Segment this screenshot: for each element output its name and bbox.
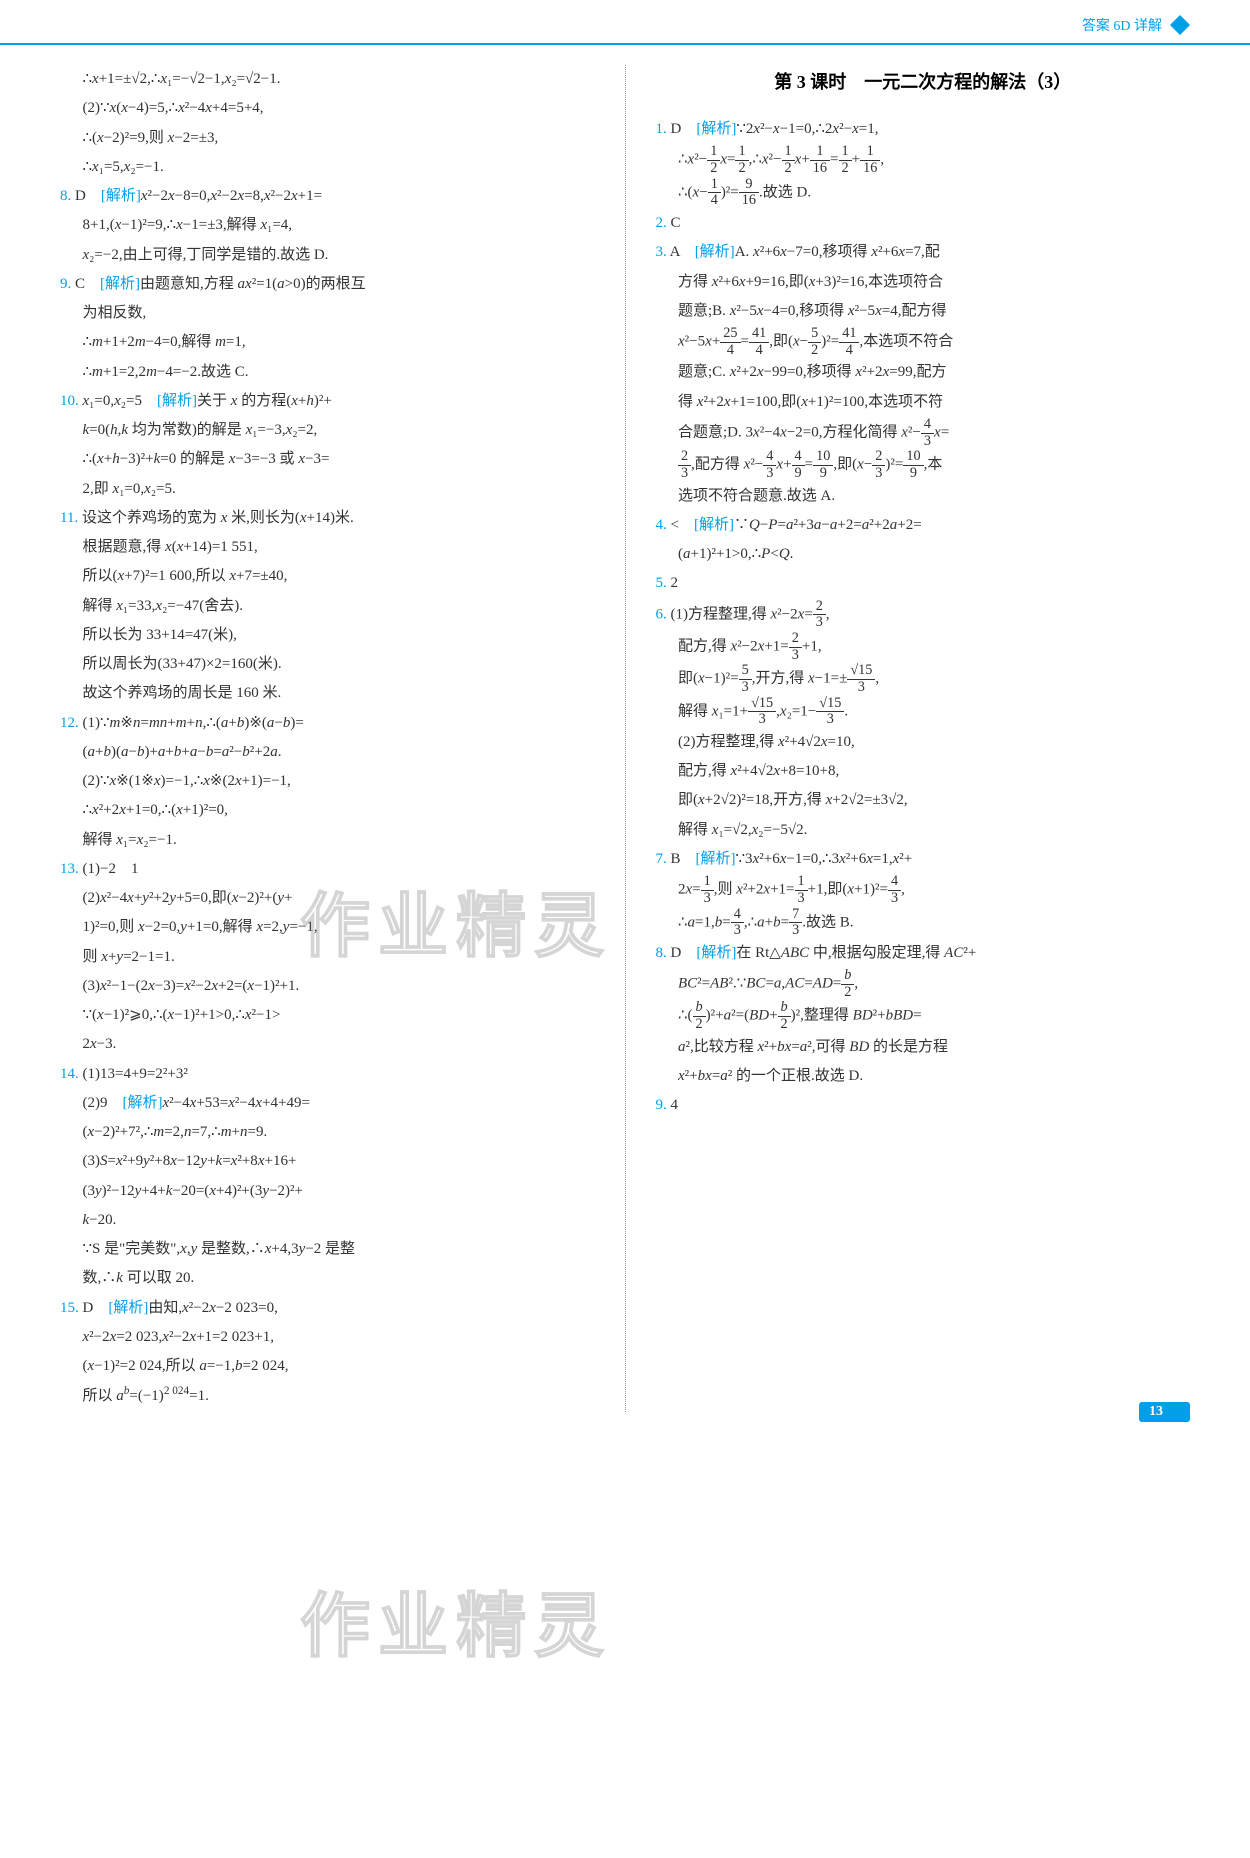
text-line: (x−2)²+7²,∴m=2,n=7,∴m+n=9. — [60, 1118, 595, 1147]
page-number: 13 — [1139, 1402, 1190, 1422]
left-column: ∴x+1=±√2,∴x₁=−√2−1,x₂=√2−1. (2)∵x(x−4)=5… — [60, 65, 595, 1412]
text-line: 3. A [解析]A. x²+6x−7=0,移项得 x²+6x=7,配 — [656, 238, 1191, 267]
text-line: ∴m+1=2,2m−4=−2.故选 C. — [60, 358, 595, 387]
watermark: 作业精灵 — [300, 1570, 612, 1671]
text-line: 解得 x₁=√2,x₂=−5√2. — [656, 816, 1191, 845]
text-line: ∴(x−14)²=916.故选 D. — [656, 177, 1191, 209]
text-line: ∴x+1=±√2,∴x₁=−√2−1,x₂=√2−1. — [60, 65, 595, 94]
text-line: 为相反数, — [60, 299, 595, 328]
text-line: 选项不符合题意.故选 A. — [656, 482, 1191, 511]
text-line: 7. B [解析]∵3x²+6x−1=0,∴3x²+6x=1,x²+ — [656, 845, 1191, 874]
header-icon — [1170, 15, 1190, 35]
text-line: 解得 x₁=33,x₂=−47(舍去). — [60, 592, 595, 621]
text-line: 23,配方得 x²−43x+49=109,即(x−23)²=109,本 — [656, 449, 1191, 481]
text-line: BC²=AB².∵BC=a,AC=AD=b2, — [656, 968, 1191, 1000]
text-line: (a+1)²+1>0,∴P<Q. — [656, 540, 1191, 569]
text-line: ∵S 是"完美数",x,y 是整数,∴x+4,3y−2 是整 — [60, 1235, 595, 1264]
text-line: 配方,得 x²−2x+1=23+1, — [656, 631, 1191, 663]
text-line: a²,比较方程 x²+bx=a²,可得 BD 的长是方程 — [656, 1033, 1191, 1062]
text-line: (3)x²−1−(2x−3)=x²−2x+2=(x−1)²+1. — [60, 972, 595, 1001]
text-line: 9. C [解析]由题意知,方程 ax²=1(a>0)的两根互 — [60, 270, 595, 299]
column-divider — [625, 65, 626, 1412]
text-line: (3)S=x²+9y²+8x−12y+k=x²+8x+16+ — [60, 1147, 595, 1176]
header-text: 答案 6D 详解 — [1082, 15, 1162, 35]
text-line: ∴x²+2x+1=0,∴(x+1)²=0, — [60, 796, 595, 825]
text-line: 所以周长为(33+47)×2=160(米). — [60, 650, 595, 679]
text-line: (2)方程整理,得 x²+4√2x=10, — [656, 728, 1191, 757]
text-line: 6. (1)方程整理,得 x²−2x=23, — [656, 599, 1191, 631]
text-line: (2)∵x(x−4)=5,∴x²−4x+4=5+4, — [60, 94, 595, 123]
text-line: k=0(h,k 均为常数)的解是 x₁=−3,x₂=2, — [60, 416, 595, 445]
text-line: 15. D [解析]由知,x²−2x−2 023=0, — [60, 1294, 595, 1323]
text-line: x²−2x=2 023,x²−2x+1=2 023+1, — [60, 1323, 595, 1352]
text-line: 数,∴k 可以取 20. — [60, 1264, 595, 1293]
text-line: 5. 2 — [656, 569, 1191, 598]
text-line: (2)x²−4x+y²+2y+5=0,即(x−2)²+(y+ — [60, 884, 595, 913]
text-line: ∵(x−1)²⩾0,∴(x−1)²+1>0,∴x²−1> — [60, 1001, 595, 1030]
text-line: ∴(x−2)²=9,则 x−2=±3, — [60, 124, 595, 153]
text-line: ∴a=1,b=43,∴a+b=73.故选 B. — [656, 907, 1191, 939]
text-line: (3y)²−12y+4+k−20=(x+4)²+(3y−2)²+ — [60, 1177, 595, 1206]
text-line: 题意;B. x²−5x−4=0,移项得 x²−5x=4,配方得 — [656, 297, 1191, 326]
text-line: 所以长为 33+14=47(米), — [60, 621, 595, 650]
house-icon — [1166, 1404, 1180, 1418]
text-line: 故这个养鸡场的周长是 160 米. — [60, 679, 595, 708]
text-line: ∴x²−12x=12,∴x²−12x+116=12+116, — [656, 144, 1191, 176]
text-line: 方得 x²+6x+9=16,即(x+3)²=16,本选项符合 — [656, 268, 1191, 297]
page-header: 答案 6D 详解 — [0, 0, 1250, 45]
text-line: 8. D [解析]在 Rt△ABC 中,根据勾股定理,得 AC²+ — [656, 939, 1191, 968]
text-line: 即(x−1)²=53,开方,得 x−1=±√153, — [656, 663, 1191, 695]
text-line: 4. < [解析]∵Q−P=a²+3a−a+2=a²+2a+2= — [656, 511, 1191, 540]
text-line: 9. 4 — [656, 1091, 1191, 1120]
text-line: 题意;C. x²+2x−99=0,移项得 x²+2x=99,配方 — [656, 358, 1191, 387]
text-line: ∴(b2)²+a²=(BD+b2)²,整理得 BD²+bBD= — [656, 1000, 1191, 1032]
text-line: x₂=−2,由上可得,丁同学是错的.故选 D. — [60, 241, 595, 270]
text-line: (2)∵x※(1※x)=−1,∴x※(2x+1)=−1, — [60, 767, 595, 796]
text-line: 配方,得 x²+4√2x+8=10+8, — [656, 757, 1191, 786]
text-line: 解得 x₁=1+√153,x₂=1−√153. — [656, 696, 1191, 728]
text-line: 合题意;D. 3x²−4x−2=0,方程化简得 x²−43x= — [656, 417, 1191, 449]
text-line: 根据题意,得 x(x+14)=1 551, — [60, 533, 595, 562]
page-number-text: 13 — [1149, 1404, 1163, 1419]
text-line: 8. D [解析]x²−2x−8=0,x²−2x=8,x²−2x+1= — [60, 182, 595, 211]
text-line: 得 x²+2x+1=100,即(x+1)²=100,本选项不符 — [656, 388, 1191, 417]
text-line: 所以(x+7)²=1 600,所以 x+7=±40, — [60, 562, 595, 591]
content-area: ∴x+1=±√2,∴x₁=−√2−1,x₂=√2−1. (2)∵x(x−4)=5… — [0, 65, 1250, 1442]
text-line: x²−5x+254=414,即(x−52)²=414,本选项不符合 — [656, 326, 1191, 358]
text-line: 1)²=0,则 x−2=0,y+1=0,解得 x=2,y=−1, — [60, 913, 595, 942]
text-line: 2x=13,则 x²+2x+1=13+1,即(x+1)²=43, — [656, 874, 1191, 906]
text-line: ∴x₁=5,x₂=−1. — [60, 153, 595, 182]
text-line: 8+1,(x−1)²=9,∴x−1=±3,解得 x₁=4, — [60, 211, 595, 240]
text-line: 2,即 x₁=0,x₂=5. — [60, 475, 595, 504]
text-line: (2)9 [解析]x²−4x+53=x²−4x+4+49= — [60, 1089, 595, 1118]
right-column: 第 3 课时 一元二次方程的解法（3） 1. D [解析]∵2x²−x−1=0,… — [656, 65, 1191, 1412]
text-line: 2. C — [656, 209, 1191, 238]
text-line: 10. x₁=0,x₂=5 [解析]关于 x 的方程(x+h)²+ — [60, 387, 595, 416]
text-line: 2x−3. — [60, 1030, 595, 1059]
text-line: ∴m+1+2m−4=0,解得 m=1, — [60, 328, 595, 357]
text-line: ∴(x+h−3)²+k=0 的解是 x−3=−3 或 x−3= — [60, 445, 595, 474]
text-line: 11. 设这个养鸡场的宽为 x 米,则长为(x+14)米. — [60, 504, 595, 533]
text-line: x²+bx=a² 的一个正根.故选 D. — [656, 1062, 1191, 1091]
text-line: 14. (1)13=4+9=2²+3² — [60, 1060, 595, 1089]
section-title: 第 3 课时 一元二次方程的解法（3） — [656, 65, 1191, 100]
text-line: 即(x+2√2)²=18,开方,得 x+2√2=±3√2, — [656, 786, 1191, 815]
text-line: 解得 x₁=x₂=−1. — [60, 826, 595, 855]
text-line: 12. (1)∵m※n=mn+m+n,∴(a+b)※(a−b)= — [60, 709, 595, 738]
text-line: 1. D [解析]∵2x²−x−1=0,∴2x²−x=1, — [656, 115, 1191, 144]
text-line: (a+b)(a−b)+a+b+a−b=a²−b²+2a. — [60, 738, 595, 767]
text-line: 则 x+y=2−1=1. — [60, 943, 595, 972]
text-line: 所以 ab=(−1)2 024=1. — [60, 1381, 595, 1411]
text-line: (x−1)²=2 024,所以 a=−1,b=2 024, — [60, 1352, 595, 1381]
text-line: k−20. — [60, 1206, 595, 1235]
text-line: 13. (1)−2 1 — [60, 855, 595, 884]
